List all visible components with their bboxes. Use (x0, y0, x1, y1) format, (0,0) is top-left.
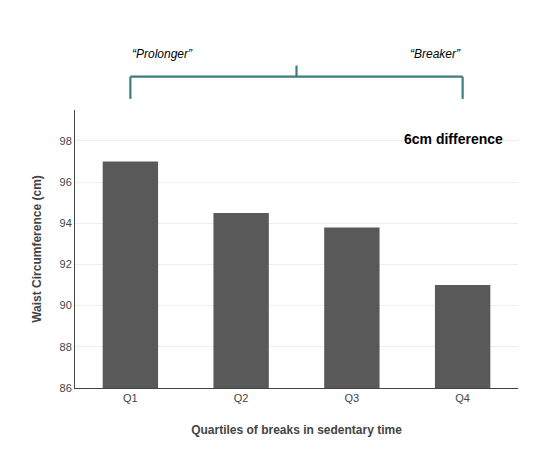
svg-text:Q1: Q1 (123, 392, 138, 404)
svg-text:88: 88 (60, 341, 72, 353)
svg-text:94: 94 (60, 217, 72, 229)
svg-text:98: 98 (60, 135, 72, 147)
svg-text:Q3: Q3 (345, 392, 360, 404)
svg-text:96: 96 (60, 176, 72, 188)
svg-text:92: 92 (60, 258, 72, 270)
svg-text:90: 90 (60, 299, 72, 311)
svg-text:“Breaker”: “Breaker” (410, 47, 461, 61)
svg-text:86: 86 (60, 382, 72, 394)
svg-text:“Prolonger”: “Prolonger” (132, 47, 193, 61)
svg-text:Q4: Q4 (455, 392, 470, 404)
svg-text:Quartiles of breaks in sedenta: Quartiles of breaks in sedentary time (191, 423, 402, 437)
svg-text:6cm difference: 6cm difference (404, 131, 503, 147)
svg-text:Q2: Q2 (234, 392, 249, 404)
svg-text:Waist Circumference (cm): Waist Circumference (cm) (30, 175, 44, 323)
